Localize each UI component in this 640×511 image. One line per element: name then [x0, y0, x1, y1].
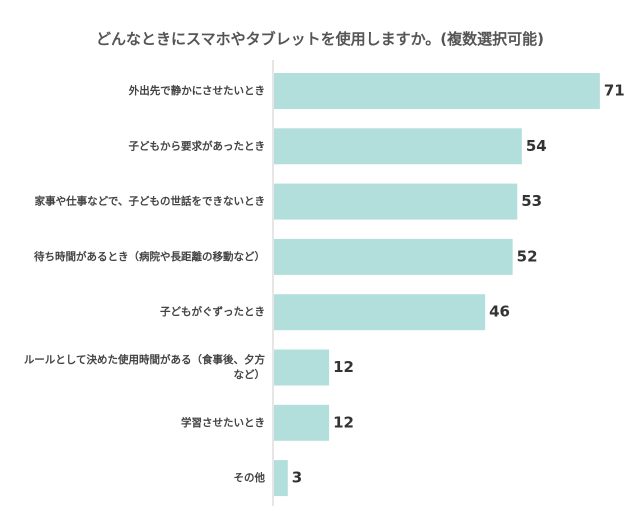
category-label: 学習させたいとき — [181, 416, 265, 429]
value-label: 3 — [292, 469, 302, 487]
bar — [274, 349, 330, 386]
chart-title: どんなときにスマホやタブレットを使用しますか。(複数選択可能) — [96, 30, 544, 48]
value-label: 52 — [517, 247, 538, 265]
bar — [274, 460, 288, 497]
value-label: 12 — [333, 413, 354, 431]
value-label: 71 — [604, 82, 625, 100]
bar — [274, 128, 522, 165]
bar — [274, 238, 513, 275]
value-label: 12 — [333, 358, 354, 376]
value-label: 53 — [521, 192, 542, 210]
bar — [274, 73, 600, 109]
category-label: 待ち時間があるとき（病院や長距離の移動など） — [34, 250, 265, 263]
value-label: 54 — [526, 137, 547, 155]
category-label: 外出先で静かにさせたいとき — [128, 84, 265, 97]
bar — [274, 183, 518, 220]
category-label: 子どもから要求があったとき — [129, 139, 266, 152]
category-label: など） — [234, 368, 266, 381]
category-label: ルールとして決めた使用時間がある（食事後、夕方 — [24, 353, 266, 366]
category-label: 家事や仕事などで、子どもの世話をできないとき — [35, 195, 265, 208]
bar — [274, 294, 486, 331]
category-label: 子どもがぐずったとき — [160, 305, 265, 318]
value-label: 46 — [489, 303, 510, 321]
bar — [274, 404, 330, 441]
category-label: その他 — [234, 471, 266, 484]
